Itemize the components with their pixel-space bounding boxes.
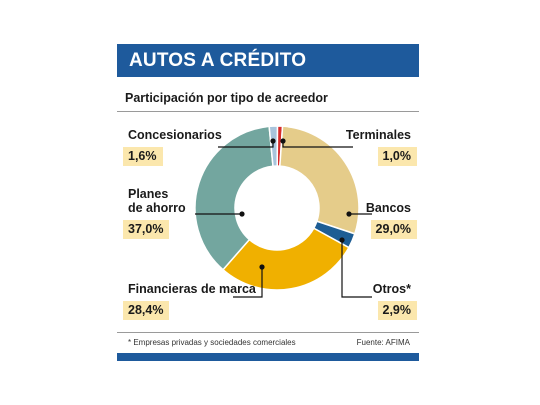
leader-dot-concesionarios (270, 138, 276, 144)
leader-dot-bancos (346, 211, 352, 217)
leader-lines (195, 138, 372, 298)
label-bancos: Bancos (365, 201, 411, 215)
top-divider (117, 111, 419, 112)
source-note: Fuente: AFIMA (356, 338, 410, 347)
leader-financieras (233, 267, 263, 298)
footnote: * Empresas privadas y sociedades comerci… (128, 338, 296, 347)
value-financieras: 28,4% (123, 301, 170, 320)
donut-slices (194, 125, 360, 291)
leader-dot-planes (239, 211, 245, 217)
chart-title: AUTOS A CRÉDITO (129, 50, 307, 71)
slice-planes-de-ahorro (194, 125, 274, 271)
leader-dot-otros (339, 237, 345, 243)
label-otros: Otros* (372, 282, 411, 296)
leader-dot-financieras (259, 264, 265, 270)
label-planes-line1: Planes (128, 187, 169, 201)
value-bancos: 29,0% (370, 220, 417, 239)
bottom-divider (117, 332, 419, 333)
value-planes: 37,0% (123, 220, 170, 239)
label-terminales: Terminales (345, 128, 411, 142)
value-otros: 2,9% (377, 301, 417, 320)
value-terminales: 1,0% (377, 147, 417, 166)
label-planes-line2: de ahorro (128, 201, 186, 215)
slice-bancos (279, 125, 360, 235)
slice-financieras-de-marca (221, 227, 350, 291)
title-bar: AUTOS A CRÉDITO (117, 44, 419, 77)
leader-otros (341, 240, 372, 298)
bottom-bar (117, 353, 419, 361)
label-concesionarios: Concesionarios (128, 128, 222, 142)
leader-dot-terminales (280, 138, 286, 144)
chart-subtitle: Participación por tipo de acreedor (125, 91, 328, 105)
label-financieras: Financieras de marca (128, 282, 256, 296)
value-concesionarios: 1,6% (123, 147, 163, 166)
